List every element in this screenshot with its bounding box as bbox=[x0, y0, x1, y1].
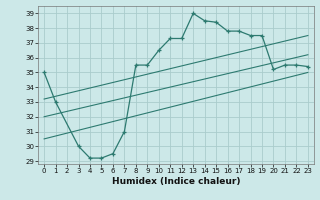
X-axis label: Humidex (Indice chaleur): Humidex (Indice chaleur) bbox=[112, 177, 240, 186]
